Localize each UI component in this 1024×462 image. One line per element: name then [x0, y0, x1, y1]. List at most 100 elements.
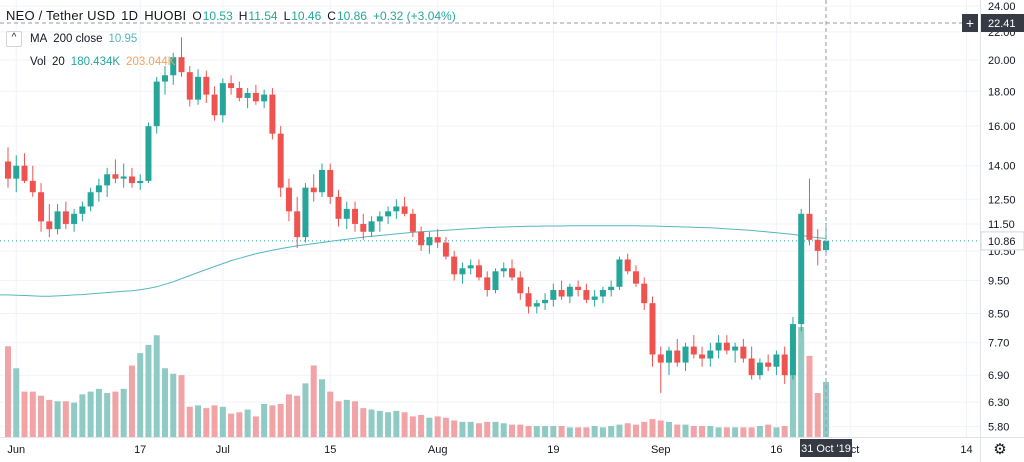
ma-indicator-params: 200 close: [53, 33, 103, 45]
candle: [500, 262, 507, 278]
volume-bar: [352, 401, 359, 437]
volume-bar: [657, 420, 664, 437]
candle: [426, 231, 433, 254]
candle: [418, 226, 425, 251]
candle: [542, 293, 549, 310]
candle-body: [244, 92, 251, 98]
symbol-name[interactable]: NEO / Tether USD: [6, 8, 116, 23]
close-label: C: [327, 9, 336, 23]
candle: [128, 167, 135, 188]
candle-body: [71, 213, 78, 224]
price-axis[interactable]: 24.0022.0020.0018.0016.0014.0012.5011.50…: [980, 0, 1024, 462]
candle: [781, 346, 788, 384]
candle-body: [418, 231, 425, 246]
volume-bar: [674, 424, 681, 437]
candle: [343, 201, 350, 230]
candle: [641, 277, 648, 310]
candle: [715, 335, 722, 359]
volume-bar: [418, 415, 425, 437]
interval-label[interactable]: 1D: [121, 8, 139, 23]
candle: [624, 253, 631, 275]
candle-body: [54, 211, 61, 230]
time-tick-label: Aug: [428, 444, 448, 456]
candle: [112, 159, 119, 184]
candle: [583, 283, 590, 304]
volume-bar: [277, 404, 284, 437]
candle-body: [269, 94, 276, 134]
price-tick-label: 6.30: [988, 397, 1009, 409]
volume-bar: [62, 401, 69, 437]
candle: [616, 256, 623, 291]
vol-ma-value: 203.044K: [126, 56, 176, 68]
ma-indicator-name[interactable]: MA: [30, 33, 48, 45]
price-tick-label: 20.00: [988, 55, 1016, 67]
candle: [682, 342, 689, 371]
volume-bar: [740, 427, 747, 437]
time-tick-label: Jul: [216, 444, 230, 456]
candle-body: [674, 350, 681, 363]
volume-bar: [79, 394, 86, 437]
candle-body: [161, 75, 168, 82]
volume-bar: [310, 365, 317, 437]
price-tick-label: 24.00: [988, 1, 1016, 13]
volume-bar: [13, 368, 20, 437]
crosshair-price-badge: [981, 14, 1024, 32]
vol-indicator-name[interactable]: Vol: [30, 56, 46, 68]
candle-body: [641, 283, 648, 304]
volume-bar: [798, 327, 805, 437]
candle-body: [740, 346, 747, 359]
volume-bar: [38, 395, 45, 437]
price-tick-label: 11.50: [988, 219, 1015, 231]
candles: [5, 37, 829, 393]
candle-body: [285, 187, 292, 212]
volume-bar: [244, 409, 251, 437]
candle: [294, 196, 301, 249]
last-price-label: 10.86: [988, 236, 1016, 248]
volume-bar: [368, 409, 375, 437]
candle-body: [137, 180, 144, 184]
volume-bar: [393, 410, 400, 437]
candle: [54, 204, 61, 235]
price-tick-label: 9.50: [988, 276, 1009, 288]
volume-bars: [5, 327, 829, 437]
candle: [393, 199, 400, 219]
low-value: 10.46: [291, 9, 322, 23]
last-price-badge: [980, 231, 1024, 251]
time-tick-label: Jun: [7, 444, 25, 456]
candle-body: [87, 192, 94, 207]
volume-bar: [558, 426, 565, 437]
volume-bar: [525, 426, 532, 437]
candle: [145, 122, 152, 184]
price-tick-label: 18.00: [988, 86, 1016, 98]
candle: [467, 259, 474, 275]
price-tick-label: 7.70: [988, 338, 1009, 350]
gear-icon[interactable]: ⚙: [993, 440, 1006, 458]
ma-indicator-row[interactable]: ^ MA 200 close 10.95: [6, 29, 462, 49]
volume-bar: [591, 426, 598, 437]
high-label: H: [238, 9, 248, 23]
volume-bar: [649, 419, 656, 437]
volume-bar: [137, 353, 144, 437]
candle-body: [178, 57, 185, 73]
volume-bar: [46, 399, 53, 437]
price-tick-label: 5.80: [988, 422, 1009, 434]
vol-indicator-row[interactable]: Vol 20 180.434K 203.044K: [6, 52, 462, 72]
volume-bar: [475, 423, 482, 437]
open-label: O: [192, 9, 202, 23]
time-axis[interactable]: Jun17Jul15Aug19Sep16Oct1418⚙: [0, 437, 1024, 459]
candle-body: [426, 237, 433, 246]
price-tick-label: 6.90: [988, 370, 1009, 382]
collapse-chevron-icon[interactable]: ^: [6, 31, 22, 47]
volume-bar: [29, 391, 36, 437]
volume-bar: [509, 424, 516, 437]
candle-body: [748, 358, 755, 376]
candle-body: [79, 206, 86, 214]
candle: [599, 286, 606, 304]
candle: [310, 174, 317, 202]
candle: [806, 178, 813, 246]
candle-body: [277, 133, 284, 188]
candle-body: [624, 259, 631, 272]
candle-body: [104, 174, 111, 186]
volume-bar: [186, 406, 193, 437]
